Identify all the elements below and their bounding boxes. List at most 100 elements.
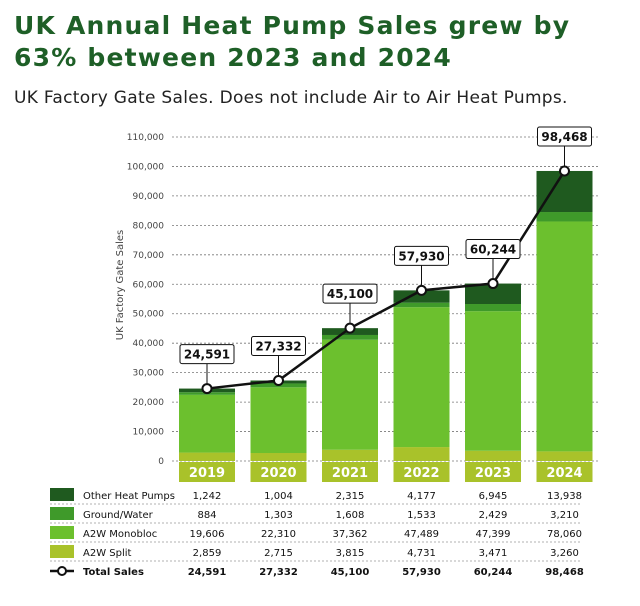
- legend-marker: [57, 566, 67, 576]
- gridlines: [172, 136, 600, 462]
- table-cell: 57,930: [402, 567, 441, 578]
- x-axis-year-labels: 2019 2020 2021 2022 2023 2024: [179, 462, 593, 482]
- legend-label: A2W Split: [83, 548, 132, 559]
- y-tick-label: 0: [158, 457, 164, 467]
- y-axis-ticks: 0 10,000 20,000 30,000 40,000 50,000 60,000 70,…: [127, 133, 164, 467]
- table-cell: 3,210: [550, 510, 579, 521]
- y-tick-label: 110,000: [127, 133, 164, 143]
- table-cell: 19,606: [190, 529, 225, 540]
- chart-subtitle: UK Factory Gate Sales. Does not include …: [14, 88, 568, 108]
- legend-label: Total Sales: [83, 567, 144, 578]
- table-cell: 1,303: [264, 510, 293, 521]
- callout-box: [179, 344, 235, 365]
- total-sales-point: [416, 284, 427, 296]
- table-cell: 78,060: [547, 529, 582, 540]
- bar-segment-a2w-split: [536, 451, 593, 461]
- legend-label: Ground/Water: [83, 510, 154, 521]
- total-sales-point: [201, 383, 213, 395]
- bar-segment-other-heat-pumps: [536, 170, 593, 213]
- bar-segment-a2w-monobloc: [250, 387, 307, 454]
- bar-segment-a2w-monobloc: [393, 307, 450, 448]
- total-data-label: 45,100: [327, 287, 373, 301]
- y-axis-label: UK Factory Gate Sales: [115, 230, 126, 341]
- table-cell: 45,100: [331, 567, 370, 578]
- y-tick-label: 60,000: [133, 280, 165, 290]
- total-data-label: 24,591: [184, 348, 230, 362]
- table-cell: 2,315: [336, 491, 365, 502]
- bar-segment-a2w-split: [465, 450, 521, 461]
- x-tick-label: 2020: [260, 466, 296, 481]
- table-cell: 13,938: [547, 491, 582, 502]
- table-cell: 884: [197, 510, 216, 521]
- table-cell: 3,260: [550, 548, 579, 559]
- table-cell: 2,859: [193, 548, 222, 559]
- bar-segment-a2w-monobloc: [465, 311, 521, 451]
- table-cell: 1,533: [407, 510, 436, 521]
- legend-label: A2W Monobloc: [83, 529, 157, 540]
- chart-title: UK Annual Heat Pump Sales grew by 63% be…: [14, 11, 571, 72]
- table-cell: 3,471: [479, 548, 508, 559]
- total-sales-line: [201, 165, 570, 395]
- bar-stacks: [179, 170, 593, 461]
- bar-segment-ground-water: [322, 334, 378, 340]
- legend-swatch: [50, 488, 74, 501]
- bar-segment-a2w-monobloc: [322, 339, 378, 450]
- y-tick-label: 10,000: [133, 428, 165, 438]
- bar-segment-ground-water: [393, 302, 450, 308]
- callout-box: [465, 239, 521, 260]
- table-cell: 98,468: [545, 567, 584, 578]
- table-cell: 3,815: [336, 548, 365, 559]
- callout-box: [537, 126, 592, 147]
- y-tick-label: 90,000: [133, 192, 165, 202]
- table-cell: 4,731: [407, 548, 436, 559]
- data-table: Other Heat Pumps 1,242 1,004 2,315 4,177 6,94…: [50, 488, 584, 578]
- x-tick-label: 2021: [332, 466, 368, 481]
- x-tick-label: 2024: [546, 466, 582, 481]
- legend-swatch: [50, 507, 74, 520]
- table-cell: 47,399: [476, 529, 511, 540]
- y-tick-label: 40,000: [133, 339, 165, 349]
- x-tick-label: 2023: [475, 466, 511, 481]
- callout-box: [251, 335, 306, 356]
- table-cell: 6,945: [479, 491, 508, 502]
- y-tick-label: 80,000: [133, 221, 165, 231]
- bar-segment-a2w-split: [322, 449, 378, 461]
- table-cell: 27,332: [259, 567, 298, 578]
- total-data-label: 60,244: [470, 243, 516, 257]
- callout-box: [322, 283, 378, 304]
- legend-swatch: [50, 545, 74, 558]
- total-sales-point: [559, 165, 570, 177]
- total-data-label: 98,468: [541, 130, 587, 144]
- bar-segment-ground-water: [465, 304, 521, 312]
- legend-swatch: [50, 526, 74, 539]
- table-cell: 24,591: [188, 567, 227, 578]
- bar-segment-other-heat-pumps: [393, 290, 450, 303]
- legend-label: Other Heat Pumps: [83, 491, 175, 502]
- total-sales-point: [487, 278, 499, 290]
- year-label-box: [393, 462, 450, 482]
- table-cell: 4,177: [407, 491, 436, 502]
- table-cell: 47,489: [404, 529, 439, 540]
- table-cell: 1,608: [336, 510, 365, 521]
- table-cell: 2,715: [264, 548, 293, 559]
- year-label-box: [465, 462, 521, 482]
- year-label-box: [179, 462, 235, 482]
- bar-segment-a2w-monobloc: [179, 394, 235, 453]
- x-tick-label: 2019: [189, 466, 225, 481]
- year-label-box: [536, 462, 593, 482]
- bar-segment-other-heat-pumps: [465, 283, 521, 305]
- bar-segment-a2w-monobloc: [536, 221, 593, 452]
- bar-segment-a2w-split: [250, 453, 307, 461]
- bar-segment-a2w-split: [393, 447, 450, 461]
- bar-segment-a2w-split: [179, 452, 235, 461]
- total-data-label: 57,930: [398, 249, 444, 263]
- bar-segment-ground-water: [536, 212, 593, 222]
- y-tick-label: 70,000: [133, 251, 165, 261]
- table-cell: 37,362: [333, 529, 368, 540]
- total-sales-polyline: [206, 170, 566, 390]
- y-tick-label: 20,000: [133, 398, 165, 408]
- callout-box: [394, 245, 449, 266]
- total-sales-point: [273, 374, 284, 386]
- table-cell: 22,310: [261, 529, 296, 540]
